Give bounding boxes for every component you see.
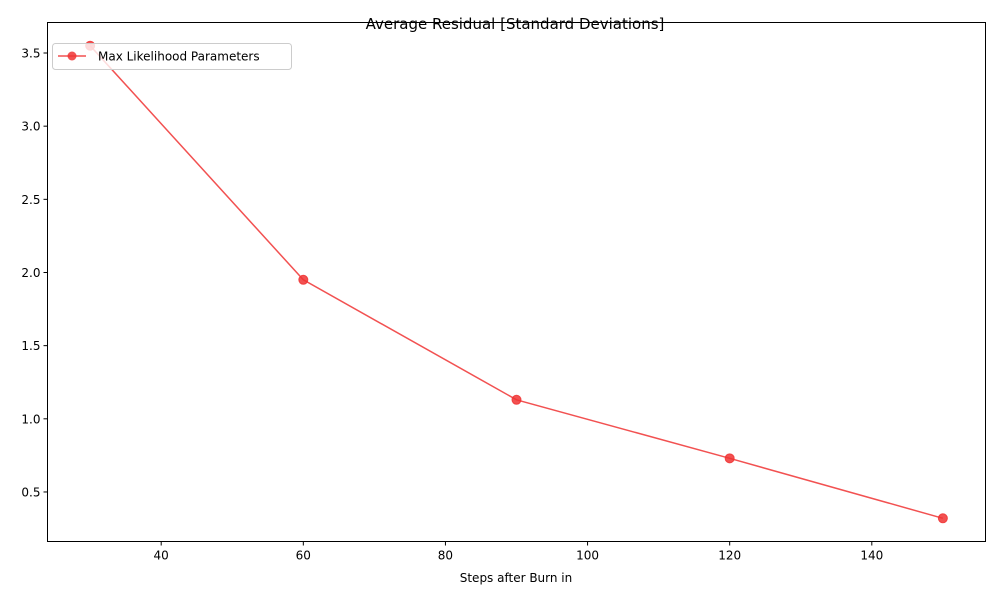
- y-tick-label: 1.5: [21, 339, 40, 353]
- y-tick-label: 2.5: [21, 193, 40, 207]
- x-tick-label: 120: [718, 549, 741, 563]
- x-tick-label: 80: [438, 549, 453, 563]
- y-tick-label: 3.5: [21, 47, 40, 61]
- y-tick-label: 0.5: [21, 485, 40, 499]
- legend: Max Likelihood Parameters: [52, 43, 292, 70]
- y-tick-label: 3.0: [21, 120, 40, 134]
- legend-label: Max Likelihood Parameters: [98, 50, 260, 64]
- y-tick-label: 2.0: [21, 266, 40, 280]
- x-tick-label: 60: [296, 549, 311, 563]
- y-axis: 0.5 1.0 1.5 2.0 2.5 3.0 3.5: [21, 47, 48, 499]
- legend-box: [52, 43, 292, 70]
- x-axis: 40 60 80 100 120 140: [154, 541, 883, 563]
- x-tick-label: 140: [860, 549, 883, 563]
- series-line: [89, 45, 944, 520]
- x-axis-label: Steps after Burn in: [460, 571, 573, 585]
- y-tick-label: 1.0: [21, 412, 40, 426]
- chart-title: Average Residual [Standard Deviations]: [366, 15, 665, 33]
- x-tick-label: 100: [576, 549, 599, 563]
- plot-frame: [47, 22, 986, 542]
- data-point: [937, 513, 948, 524]
- data-point: [724, 453, 735, 464]
- plot-area: [85, 40, 948, 524]
- data-point: [298, 274, 309, 285]
- data-point: [511, 394, 522, 405]
- x-tick-label: 40: [154, 549, 169, 563]
- legend-marker-swatch: [67, 51, 77, 61]
